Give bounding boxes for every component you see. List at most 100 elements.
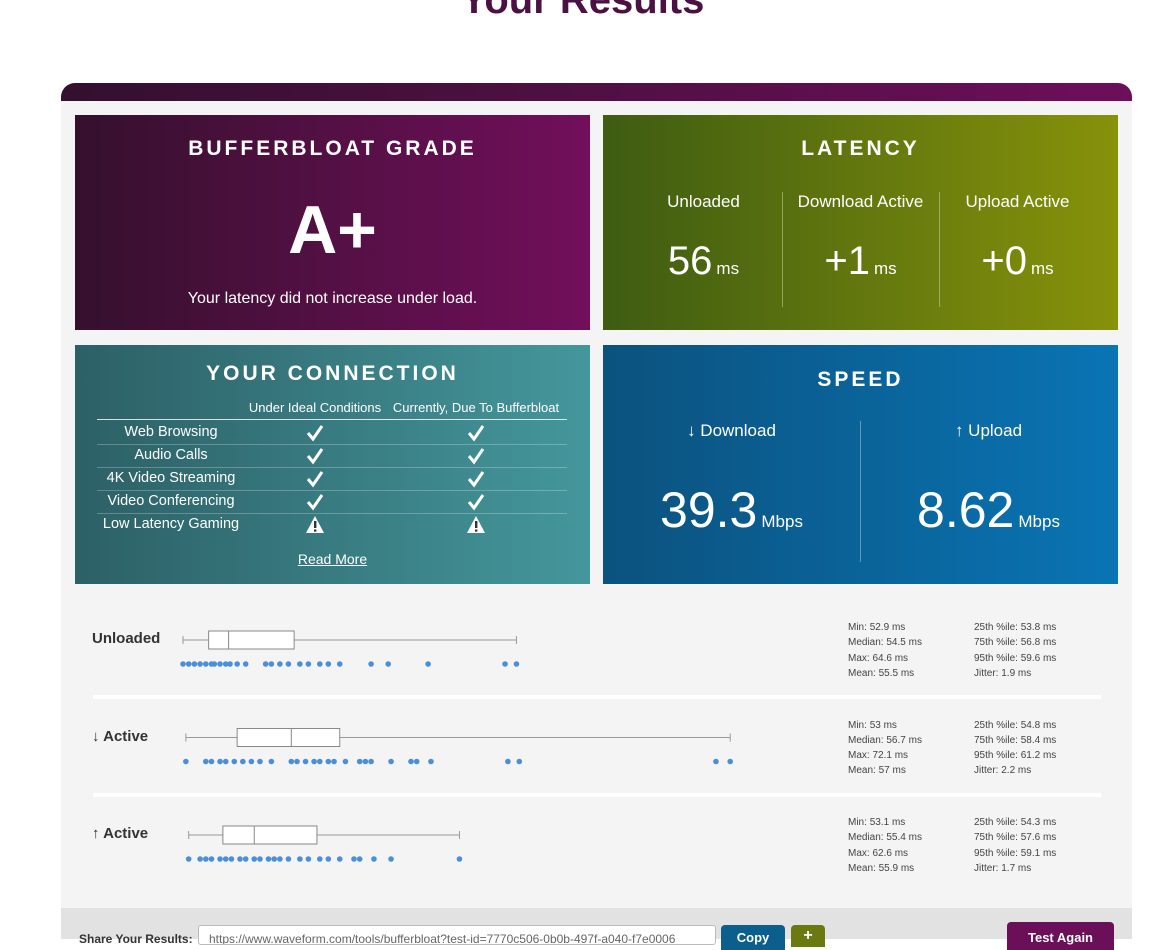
- stat-value: 57.6: [1020, 832, 1041, 844]
- sample-dot: [317, 661, 323, 667]
- sample-dot: [265, 856, 272, 862]
- stat: 75th %ile: 57.6 ms: [974, 830, 1056, 845]
- sample-dot: [271, 856, 278, 862]
- sample-dot: [191, 661, 198, 667]
- sample-dot: [208, 856, 215, 862]
- stat-label: Mean:: [848, 765, 876, 777]
- connection-panel: YOUR CONNECTION Read More Under Ideal Co…: [75, 345, 590, 584]
- column-divider: [860, 421, 861, 562]
- stat-value: 53.8: [1020, 622, 1041, 633]
- column-divider: [939, 192, 940, 307]
- sample-dot: [428, 758, 434, 765]
- sample-dot: [285, 661, 292, 667]
- stat-label: 95th %ile:: [974, 750, 1018, 762]
- stat: Max: 64.6 ms: [848, 651, 908, 666]
- row-rule: [97, 467, 567, 468]
- sample-dot: [317, 856, 323, 862]
- stat: Mean: 55.5 ms: [848, 666, 914, 681]
- box: [222, 825, 318, 845]
- stat: Jitter: 1.9 ms: [974, 666, 1031, 681]
- latency-heading: LATENCY: [801, 137, 920, 160]
- stat-label: Min:: [848, 719, 867, 731]
- sample-dot: [217, 758, 223, 765]
- stat-label: 95th %ile:: [974, 652, 1018, 664]
- sample-dot: [277, 661, 283, 667]
- speed-number: 39.3: [660, 482, 758, 538]
- table-rule: [97, 419, 567, 420]
- share-bar: Share Your Results: https://www.waveform…: [61, 908, 1132, 950]
- stat-unit: ms: [1042, 750, 1057, 762]
- box: [236, 728, 341, 747]
- sample-dot: [208, 758, 215, 765]
- stat-label: Mean:: [848, 862, 876, 874]
- check-icon: [306, 471, 324, 488]
- sample-dot: [368, 661, 374, 667]
- sample-dot: [222, 661, 229, 667]
- sample-dot: [325, 856, 332, 862]
- plus-button[interactable]: +: [791, 925, 825, 947]
- stat-label: 25th %ile:: [974, 622, 1018, 633]
- stat-label: Mean:: [848, 667, 876, 679]
- box: [208, 630, 295, 650]
- grade-heading: BUFFERBLOAT GRADE: [188, 137, 477, 160]
- sample-dot: [325, 758, 332, 765]
- stat-unit: ms: [1042, 734, 1057, 746]
- stat-label: Max:: [848, 652, 870, 664]
- stat-value: 1.9: [1001, 667, 1016, 679]
- stat-value: 56.8: [1020, 637, 1041, 649]
- stat-unit: ms: [1042, 817, 1057, 828]
- sample-dot: [197, 661, 203, 667]
- stat-label: Min:: [848, 817, 867, 828]
- stat-unit: ms: [1017, 862, 1032, 874]
- speed-label: ↑ Upload: [954, 421, 1023, 440]
- row-separator: [93, 695, 1101, 699]
- stat-unit: ms: [891, 622, 906, 633]
- stat-unit: ms: [1042, 719, 1057, 731]
- row-label: ↑ Active: [92, 825, 149, 842]
- sample-dot: [388, 758, 394, 765]
- copy-button[interactable]: Copy: [721, 925, 785, 950]
- read-more-link[interactable]: Read More: [297, 551, 368, 567]
- share-url-input[interactable]: https://www.waveform.com/tools/bufferblo…: [198, 925, 716, 945]
- stat: Median: 54.5 ms: [848, 635, 922, 650]
- stat: 95th %ile: 59.6 ms: [974, 651, 1056, 666]
- stat-unit: ms: [900, 862, 915, 874]
- column-header: Under Ideal Conditions: [248, 400, 382, 415]
- column-header: Currently, Due To Bufferbloat: [392, 400, 560, 415]
- sample-dot: [183, 758, 189, 765]
- speed-number: 8.62: [917, 482, 1015, 538]
- sample-dot: [331, 758, 337, 765]
- stat-unit: ms: [900, 667, 915, 679]
- sample-dot: [242, 856, 249, 862]
- stat-unit: ms: [1042, 652, 1057, 664]
- share-label: Share Your Results:: [79, 932, 193, 946]
- test-again-button[interactable]: Test Again: [1007, 922, 1114, 950]
- stat: 75th %ile: 58.4 ms: [974, 733, 1056, 748]
- latency-value: +1 ms: [782, 239, 939, 284]
- sample-dot: [228, 856, 235, 862]
- sample-dot: [203, 661, 209, 667]
- latency-number: +0: [981, 239, 1027, 283]
- stat: 25th %ile: 54.3 ms: [974, 815, 1056, 830]
- row-separator: [93, 793, 1101, 797]
- check-icon: [467, 448, 485, 465]
- stat-unit: ms: [894, 652, 909, 664]
- stat-label: 75th %ile:: [974, 832, 1018, 844]
- sample-dot: [288, 758, 295, 765]
- check-icon: [467, 471, 485, 488]
- stat: Jitter: 2.2 ms: [974, 763, 1031, 778]
- speed-panel: SPEED ↓ Download 39.3 Mbps ↑ Upload 8.62 Mbps: [603, 345, 1118, 584]
- sample-dot: [297, 661, 303, 667]
- stat: Min: 53.1 ms: [848, 815, 905, 830]
- stat-label: 75th %ile:: [974, 734, 1018, 746]
- row-label: 4K Video Streaming: [106, 470, 236, 486]
- latency-label: Unloaded: [667, 192, 740, 211]
- latency-unit: ms: [873, 259, 897, 278]
- latency-value: 56 ms: [625, 239, 782, 284]
- row-label: Video Conferencing: [107, 493, 235, 509]
- sample-dot: [185, 661, 192, 667]
- stat-value: 54.5: [886, 637, 906, 649]
- stat-value: 53: [869, 719, 881, 731]
- sample-dot: [456, 856, 463, 862]
